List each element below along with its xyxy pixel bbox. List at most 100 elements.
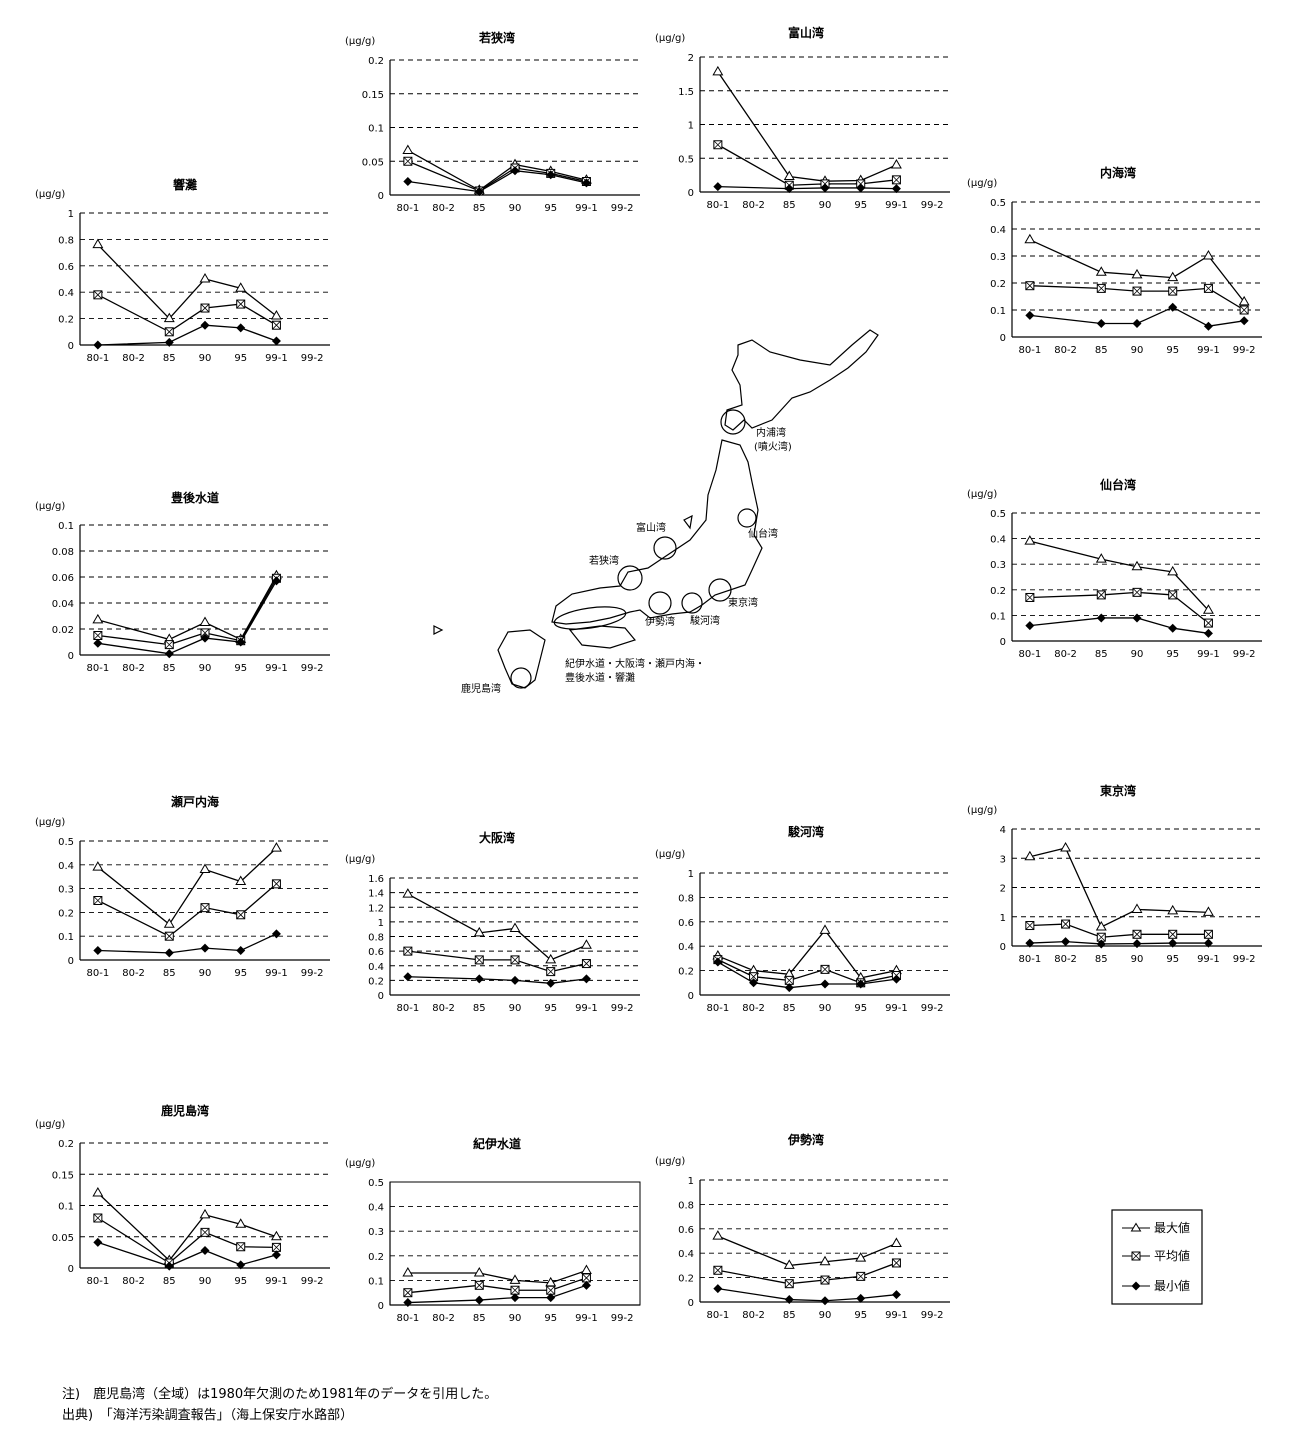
chart-title: 仙台湾 — [1100, 477, 1136, 492]
y-tick-label: 0 — [68, 1264, 74, 1275]
min-marker — [510, 975, 520, 985]
x-tick-label: 80-1 — [87, 1276, 110, 1287]
avg-marker — [820, 1275, 830, 1285]
y-tick-label: 0.05 — [52, 1233, 74, 1244]
x-tick-label: 99-1 — [575, 1003, 598, 1014]
y-tick-label: 2 — [1000, 884, 1006, 895]
y-tick-label: 0.6 — [678, 1225, 694, 1236]
avg-marker — [164, 931, 174, 941]
series-line — [1029, 923, 1209, 938]
series-max — [92, 842, 282, 928]
x-tick-label: 90 — [819, 200, 832, 211]
min-marker — [1025, 310, 1035, 320]
series-max — [92, 1186, 282, 1264]
y-unit-label: (μg/g) — [345, 1158, 375, 1169]
avg-marker — [1168, 286, 1178, 296]
legend-label-min: 最小値 — [1154, 1278, 1190, 1293]
legend-label-avg: 平均値 — [1154, 1248, 1190, 1263]
min-marker — [1096, 613, 1106, 623]
x-tick-label: 95 — [1166, 954, 1179, 965]
min-marker — [546, 978, 556, 988]
y-tick-label: 0 — [688, 991, 694, 1002]
y-tick-label: 1 — [378, 918, 384, 929]
series-min — [713, 1284, 901, 1306]
avg-marker — [546, 967, 556, 977]
x-tick-label: 80-1 — [397, 203, 420, 214]
y-tick-label: 0.02 — [52, 625, 74, 636]
max-marker — [199, 1208, 211, 1219]
min-marker — [1025, 621, 1035, 631]
series-min — [93, 576, 281, 659]
min-marker — [474, 187, 484, 197]
footnote-note: 注) 鹿児島湾（全域）は1980年欠測のため1981年のデータを引用した。 — [62, 1387, 498, 1402]
max-marker — [1238, 295, 1250, 306]
x-tick-label: 99-2 — [1233, 345, 1256, 356]
x-tick-label: 85 — [163, 353, 176, 364]
min-marker — [1061, 937, 1071, 947]
chart-title: 伊勢湾 — [787, 1132, 824, 1147]
max-marker — [1131, 268, 1143, 279]
kyushu-outline — [497, 629, 546, 689]
series-line — [407, 976, 587, 984]
y-tick-label: 0.2 — [368, 976, 384, 987]
max-marker — [270, 309, 282, 320]
avg-marker — [164, 327, 174, 337]
x-tick-label: 80-2 — [742, 1310, 765, 1321]
chart-osaka: 大阪湾 (μg/g) 0 0.2 0.4 0.6 0.8 1 1.2 1.4 1.6 80-1 80-2… — [345, 830, 640, 1014]
series-line — [1029, 306, 1245, 327]
circle-toyama — [653, 536, 677, 560]
max-marker — [473, 926, 485, 937]
x-tick-label: 95 — [544, 1313, 557, 1324]
x-tick-label: 99-2 — [921, 1310, 944, 1321]
min-marker — [856, 1293, 866, 1303]
x-tick-label: 90 — [199, 1276, 212, 1287]
y-unit-label: (μg/g) — [345, 854, 375, 865]
min-marker — [1203, 628, 1213, 638]
min-marker — [713, 182, 723, 192]
chart-bungo: 豊後水道 (μg/g) 0 0.02 0.04 0.06 0.08 0.1 80-1 80-2 85… — [35, 490, 330, 674]
chart-title: 東京湾 — [1100, 783, 1136, 798]
avg-marker — [1203, 618, 1213, 628]
x-tick-label: 85 — [783, 200, 796, 211]
series-max — [402, 1264, 592, 1287]
min-marker — [271, 929, 281, 939]
avg-marker — [1025, 592, 1035, 602]
min-marker — [1096, 319, 1106, 328]
x-tick-label: 99-1 — [265, 968, 288, 979]
y-unit-label: (μg/g) — [655, 1156, 685, 1167]
x-tick-label: 90 — [819, 1310, 832, 1321]
chart-title: 瀬戸内海 — [170, 794, 219, 809]
min-marker — [1025, 938, 1035, 948]
x-tick-label: 99-2 — [611, 203, 634, 214]
series-min — [1025, 302, 1249, 331]
chart-title: 鹿児島湾 — [161, 1103, 209, 1118]
min-marker — [200, 1246, 210, 1255]
min-marker — [200, 943, 210, 953]
max-marker — [92, 238, 104, 249]
avg-marker — [1025, 281, 1035, 291]
map-label-toyama: 富山湾 — [636, 521, 666, 534]
x-tick-label: 99-1 — [575, 1313, 598, 1324]
x-tick-label: 85 — [783, 1310, 796, 1321]
x-tick-label: 85 — [163, 968, 176, 979]
avg-marker — [403, 1288, 413, 1298]
chart-ise: 伊勢湾 (μg/g) 0 0.2 0.4 0.6 0.8 1 80-1 80-2 85 90 95 99-… — [655, 1132, 950, 1321]
avg-marker — [1096, 590, 1106, 600]
y-tick-label: 0.4 — [58, 288, 74, 299]
series-max — [712, 1230, 902, 1269]
chart-title: 内海湾 — [1100, 165, 1136, 180]
min-marker — [581, 178, 591, 188]
avg-marker — [200, 903, 210, 913]
min-marker — [784, 184, 794, 194]
series-line — [97, 324, 277, 346]
x-tick-label: 95 — [234, 968, 247, 979]
x-tick-label: 90 — [509, 1313, 522, 1324]
x-tick-label: 95 — [1166, 345, 1179, 356]
y-tick-label: 0.2 — [368, 56, 384, 67]
chart-title: 大阪湾 — [479, 830, 515, 845]
min-marker — [546, 170, 556, 180]
y-tick-label: 0.3 — [58, 885, 74, 896]
map-label-tokyo: 東京湾 — [728, 596, 758, 609]
max-marker — [783, 170, 795, 180]
x-tick-label: 90 — [509, 203, 522, 214]
